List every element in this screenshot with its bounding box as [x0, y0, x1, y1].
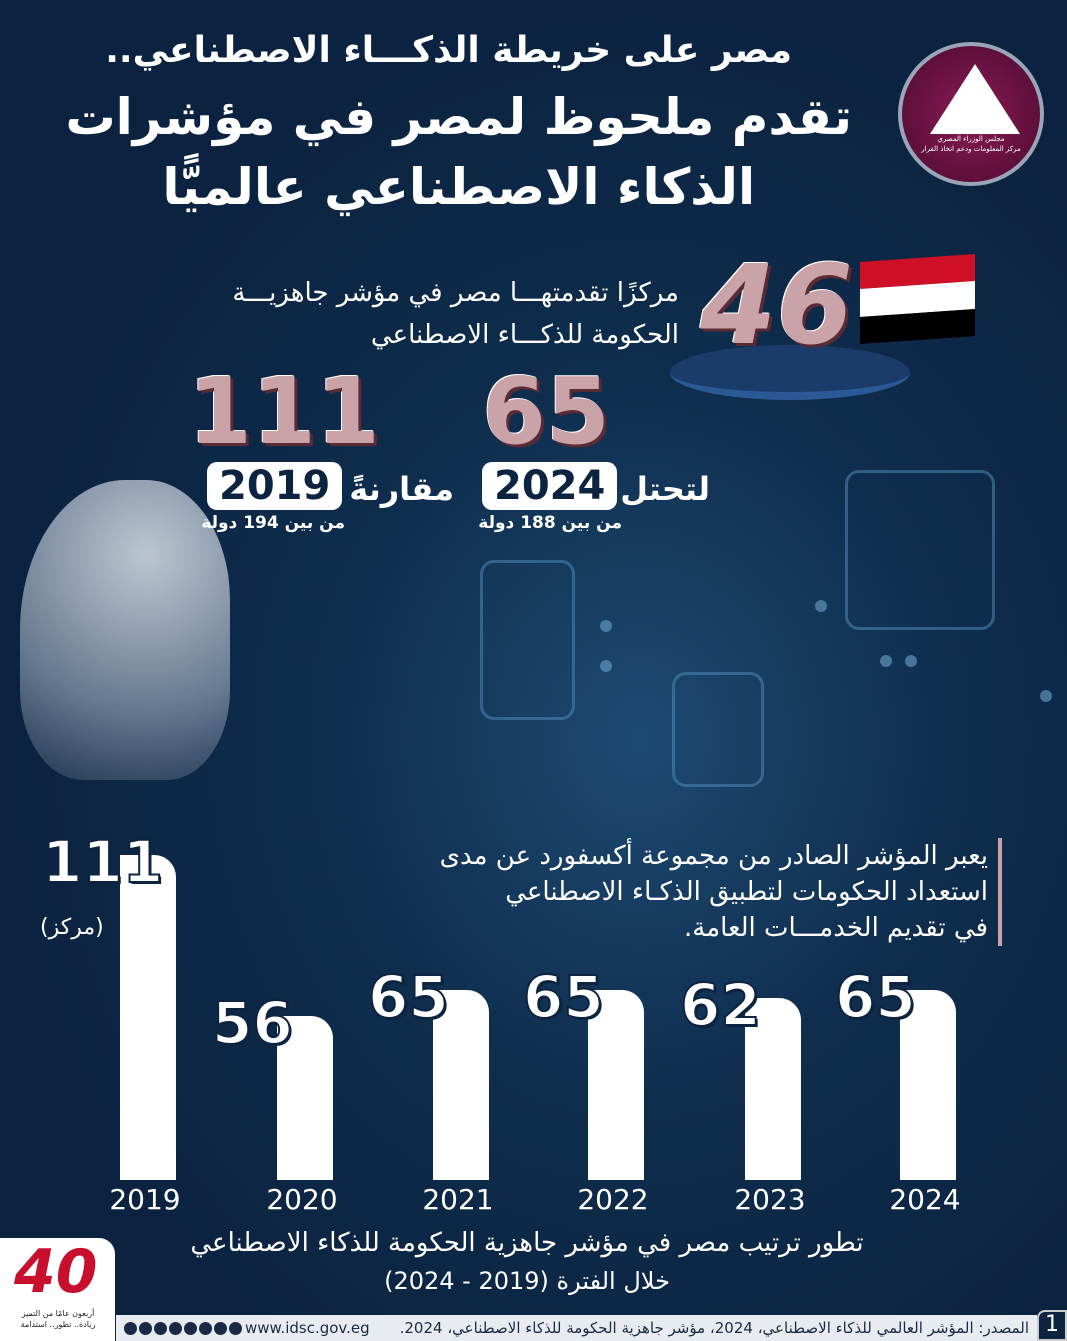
year-label-2023: 2023 — [734, 1183, 806, 1216]
whatsapp-icon[interactable] — [229, 1321, 242, 1335]
description-line-3: في تقديم الخدمـــات العامة. — [684, 913, 988, 943]
note-2019: من بين 194 دولة — [201, 513, 345, 533]
value-label-2020: 56 — [211, 989, 294, 1058]
social-links — [124, 1321, 242, 1335]
year-label-2019: 2019 — [109, 1183, 181, 1216]
linkedin-icon[interactable] — [184, 1321, 197, 1335]
forty-years-logo: 40 أربعون عامًا من التميز ريادة.. تطور.. ا… — [0, 1238, 115, 1341]
logo-line-2: مركز المعلومات ودعم اتخاذ القرار — [921, 145, 1021, 153]
header-subtitle: مصر على خريطة الذكـــاء الاصطناعي.. — [105, 30, 792, 71]
brain-chip-icon — [480, 560, 575, 720]
highlight-line-2: الحكومة للذكـــاء الاصطناعي — [370, 320, 679, 350]
robot-image — [20, 480, 230, 780]
value-label-2021: 65 — [367, 962, 450, 1031]
year-label-2024: 2024 — [889, 1183, 961, 1216]
bar-2021 — [433, 989, 489, 1180]
description-line-1: يعبر المؤشر الصادر من مجموعة أكسفورد عن … — [439, 841, 988, 871]
telegram-icon[interactable] — [199, 1321, 212, 1335]
circuit-dot — [600, 620, 612, 632]
word-2024: لتحتل — [620, 470, 710, 508]
year-label-2020: 2020 — [266, 1183, 338, 1216]
circuit-dot — [1040, 690, 1052, 702]
source-text: المصدر: المؤشر العالمي للذكاء الاصطناعي،… — [399, 1319, 1029, 1337]
circuit-dot — [905, 655, 917, 667]
footer: www.idsc.gov.eg المصدر: المؤشر العالمي ل… — [116, 1315, 1037, 1341]
logo-line-1: مجلس الوزراء المصري — [937, 135, 1005, 143]
note-2024: من بين 188 دولة — [478, 513, 622, 533]
title-line-2: الذكاء الاصطناعي عالميًّا — [162, 158, 756, 216]
description-line-2: استعداد الحكومات لتطبيق الذكـاء الاصطناع… — [505, 877, 988, 907]
unit-label: (مركز) — [40, 915, 104, 940]
rank-2024: 65 — [482, 358, 611, 465]
logo-left-line-1: أربعون عامًا من التميز — [21, 1309, 95, 1318]
year-badge-2024: 2024 — [482, 462, 618, 510]
logo-left-line-2: ريادة.. تطور.. استدامة — [20, 1320, 96, 1329]
egypt-flag-icon — [860, 253, 975, 344]
page-title: تقدم ملحوظ لمصر في مؤشرات الذكاء الاصطناع… — [65, 82, 852, 222]
instagram-icon[interactable] — [154, 1321, 167, 1335]
circuit-dot — [600, 660, 612, 672]
value-label-2019: 111 — [41, 828, 164, 896]
chart-subtitle: خلال الفترة (2019 - 2024) — [384, 1267, 670, 1295]
bar-2023 — [745, 998, 801, 1180]
head-gears-icon — [845, 470, 995, 630]
logo-triangle — [930, 64, 1020, 134]
year-label-2021: 2021 — [422, 1183, 494, 1216]
title-line-1: تقدم ملحوظ لمصر في مؤشرات — [65, 88, 852, 146]
page-number: 1 — [1037, 1310, 1067, 1341]
highlight-line-1: مركزًا تقدمتهـــا مصر في مؤشر جاهزيـــة — [232, 278, 679, 308]
bar-2024 — [900, 989, 956, 1180]
circuit-dot — [880, 655, 892, 667]
value-label-2024: 65 — [834, 962, 917, 1031]
website-link[interactable]: www.idsc.gov.eg — [245, 1319, 370, 1337]
logo-number: 40 — [14, 1237, 98, 1307]
index-description: يعبر المؤشر الصادر من مجموعة أكسفورد عن … — [382, 838, 1002, 946]
year-badge-2019: 2019 — [207, 462, 343, 510]
word-2019: مقارنةً — [349, 470, 454, 508]
year-label-2022: 2022 — [577, 1183, 649, 1216]
podium — [670, 345, 910, 400]
value-label-2023: 62 — [679, 971, 762, 1040]
x-icon[interactable] — [139, 1321, 152, 1335]
value-label-2022: 65 — [522, 962, 605, 1031]
chart-title: تطور ترتيب مصر في مؤشر جاهزية الحكومة لل… — [190, 1228, 864, 1258]
gears-icon — [672, 672, 764, 787]
idsc-logo: مجلس الوزراء المصري مركز المعلومات ودعم ا… — [898, 42, 1044, 186]
highlight-value: 46 — [700, 241, 854, 369]
rank-2019: 111 — [188, 358, 381, 465]
bar-2022 — [588, 989, 644, 1180]
tiktok-icon[interactable] — [214, 1321, 227, 1335]
facebook-icon[interactable] — [124, 1321, 137, 1335]
youtube-icon[interactable] — [169, 1321, 182, 1335]
circuit-dot — [815, 600, 827, 612]
bar-2020 — [277, 1016, 333, 1180]
highlight-text: مركزًا تقدمتهـــا مصر في مؤشر جاهزيـــة ا… — [139, 272, 679, 356]
bar-2019 — [120, 855, 176, 1180]
